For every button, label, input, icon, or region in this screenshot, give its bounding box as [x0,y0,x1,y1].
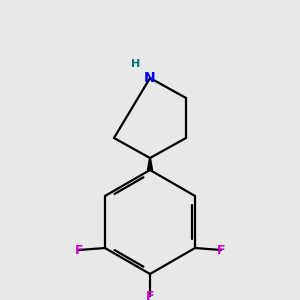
Text: F: F [75,244,83,256]
Text: F: F [217,244,225,256]
Polygon shape [148,158,152,170]
Text: F: F [146,290,154,300]
Text: N: N [144,71,156,85]
Text: H: H [131,59,141,69]
